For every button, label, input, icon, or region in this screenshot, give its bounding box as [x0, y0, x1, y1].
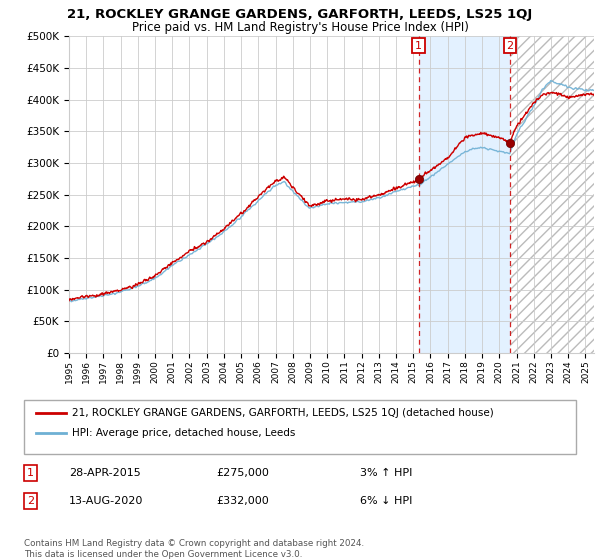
Text: 3% ↑ HPI: 3% ↑ HPI	[360, 468, 412, 478]
Text: Price paid vs. HM Land Registry's House Price Index (HPI): Price paid vs. HM Land Registry's House …	[131, 21, 469, 34]
Text: 6% ↓ HPI: 6% ↓ HPI	[360, 496, 412, 506]
Text: 1: 1	[27, 468, 34, 478]
Text: 13-AUG-2020: 13-AUG-2020	[69, 496, 143, 506]
Text: 1: 1	[415, 40, 422, 50]
Text: 21, ROCKLEY GRANGE GARDENS, GARFORTH, LEEDS, LS25 1QJ: 21, ROCKLEY GRANGE GARDENS, GARFORTH, LE…	[67, 8, 533, 21]
Text: 28-APR-2015: 28-APR-2015	[69, 468, 141, 478]
Text: £275,000: £275,000	[216, 468, 269, 478]
Bar	[419, 36, 510, 353]
Text: 2: 2	[27, 496, 34, 506]
Text: HPI: Average price, detached house, Leeds: HPI: Average price, detached house, Leed…	[72, 428, 295, 437]
Text: 2: 2	[506, 40, 514, 50]
Text: £332,000: £332,000	[216, 496, 269, 506]
Text: Contains HM Land Registry data © Crown copyright and database right 2024.
This d: Contains HM Land Registry data © Crown c…	[24, 539, 364, 559]
Text: 21, ROCKLEY GRANGE GARDENS, GARFORTH, LEEDS, LS25 1QJ (detached house): 21, ROCKLEY GRANGE GARDENS, GARFORTH, LE…	[72, 408, 494, 418]
